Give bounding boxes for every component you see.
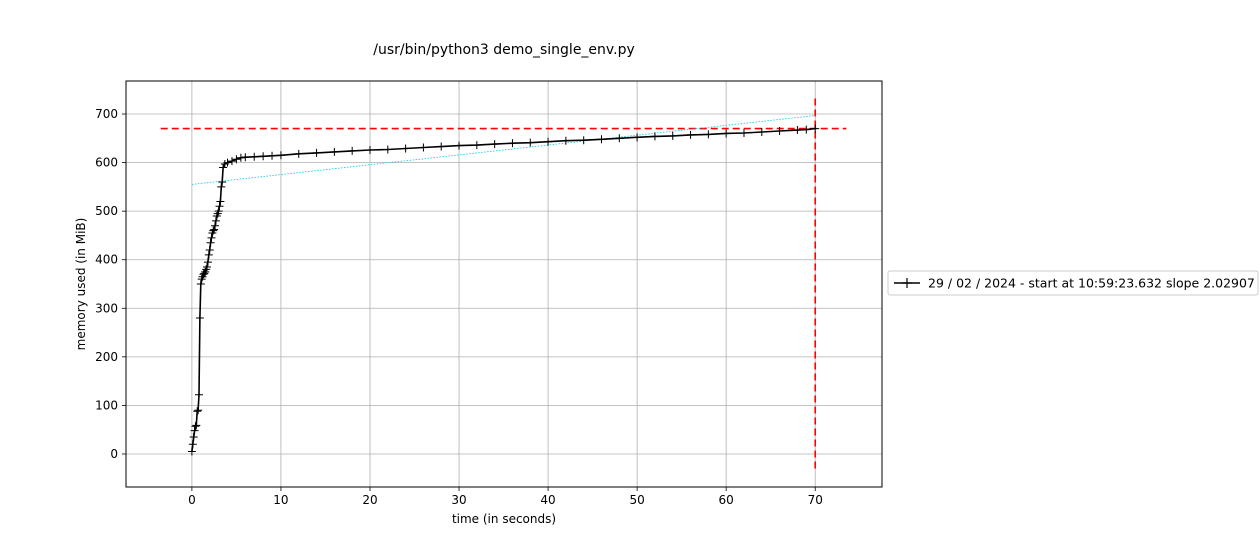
data-point-marker (383, 145, 392, 154)
data-point-marker (579, 136, 588, 145)
data-point-marker (223, 158, 232, 167)
legend-marker-swatch (902, 278, 912, 288)
data-point-marker (615, 134, 624, 143)
data-point-marker (204, 250, 213, 259)
data-point-marker (250, 152, 259, 161)
data-point-marker (597, 135, 606, 144)
annotations (160, 97, 847, 469)
data-point-marker (365, 145, 374, 154)
data-point-marker (217, 182, 226, 191)
x-tick-label: 0 (188, 493, 196, 507)
data-point-marker (668, 131, 677, 140)
x-tick-label: 70 (808, 493, 823, 507)
y-tick-label: 600 (95, 156, 118, 170)
y-tick-label: 0 (110, 447, 118, 461)
data-point-marker (192, 421, 201, 430)
data-point-marker (811, 124, 820, 133)
x-axis-label: time (in seconds) (452, 512, 556, 526)
x-tick-label: 20 (362, 493, 377, 507)
x-axis-ticks: 0 10 20 30 40 50 60 70 (188, 487, 823, 507)
series-layer (187, 124, 820, 456)
data-point-marker (241, 153, 250, 162)
y-tick-label: 100 (95, 398, 118, 412)
memory-series-line (191, 127, 816, 452)
data-point-marker (195, 313, 204, 322)
y-axis-ticks: 0 100 200 300 400 500 600 700 (95, 107, 126, 461)
data-point-marker (330, 147, 339, 156)
data-point-marker (490, 140, 499, 149)
data-point-marker (472, 141, 481, 150)
data-point-marker (189, 432, 198, 441)
legend: 29 / 02 / 2024 - start at 10:59:23.632 s… (887, 270, 1259, 296)
data-point-marker (210, 225, 219, 234)
data-point-marker (191, 422, 200, 431)
data-point-marker (203, 258, 212, 267)
x-tick-label: 60 (719, 493, 734, 507)
y-tick-label: 200 (95, 350, 118, 364)
y-tick-label: 400 (95, 253, 118, 267)
data-point-marker (209, 226, 218, 235)
legend-label: 29 / 02 / 2024 - start at 10:59:23.632 s… (928, 276, 1255, 291)
data-point-marker (218, 178, 227, 187)
data-point-marker (722, 129, 731, 138)
data-point-marker (219, 163, 228, 172)
slope-trendline (191, 115, 816, 185)
data-point-marker (211, 216, 220, 225)
data-point-marker (401, 144, 410, 153)
data-point-marker (195, 390, 204, 399)
data-point-marker (215, 202, 224, 211)
data-point-marker (196, 280, 205, 288)
data-point-marker (190, 426, 199, 435)
x-tick-label: 40 (540, 493, 555, 507)
data-point-marker (268, 151, 277, 160)
data-point-marker (207, 233, 216, 242)
data-point-marker (739, 128, 748, 137)
data-point-marker (633, 133, 642, 142)
data-point-marker (232, 155, 241, 164)
y-tick-label: 700 (95, 107, 118, 121)
data-point-marker (194, 406, 203, 415)
data-point-marker (227, 157, 236, 166)
data-point-marker (211, 221, 220, 230)
plot-frame (125, 80, 883, 488)
data-point-marker (312, 148, 321, 157)
legend-box (887, 270, 1259, 296)
data-point-marker (802, 125, 811, 134)
data-point-marker (686, 130, 695, 139)
data-point-marker (793, 126, 802, 135)
data-point-marker (757, 127, 766, 136)
x-tick-label: 50 (629, 493, 644, 507)
data-point-marker (188, 440, 197, 449)
data-point-marker (206, 238, 215, 247)
data-point-marker (259, 152, 268, 161)
data-point-marker (455, 141, 464, 150)
x-tick-label: 30 (451, 493, 466, 507)
data-point-marker (200, 269, 209, 278)
x-tick-label: 10 (273, 493, 288, 507)
data-point-marker (650, 132, 659, 141)
data-point-marker (508, 139, 517, 148)
data-point-marker (419, 143, 428, 152)
y-axis-label: memory used (in MiB) (74, 218, 88, 351)
data-point-marker (775, 127, 784, 136)
data-point-marker (187, 447, 196, 456)
data-point-marker (205, 246, 214, 255)
data-point-marker (526, 138, 535, 147)
data-point-marker (348, 146, 357, 155)
data-point-marker (216, 197, 225, 206)
grid-lines (126, 81, 882, 487)
data-point-marker (704, 130, 713, 139)
data-point-marker (276, 151, 285, 160)
data-point-marker (193, 407, 202, 416)
y-tick-label: 500 (95, 204, 118, 218)
data-point-marker (544, 137, 553, 146)
data-point-marker (294, 149, 303, 158)
data-point-marker (214, 207, 223, 216)
y-tick-label: 300 (95, 301, 118, 315)
data-point-marker (203, 263, 212, 272)
data-point-marker (561, 136, 570, 145)
data-point-marker (437, 142, 446, 151)
chart-title: /usr/bin/python3 demo_single_env.py (373, 42, 635, 58)
